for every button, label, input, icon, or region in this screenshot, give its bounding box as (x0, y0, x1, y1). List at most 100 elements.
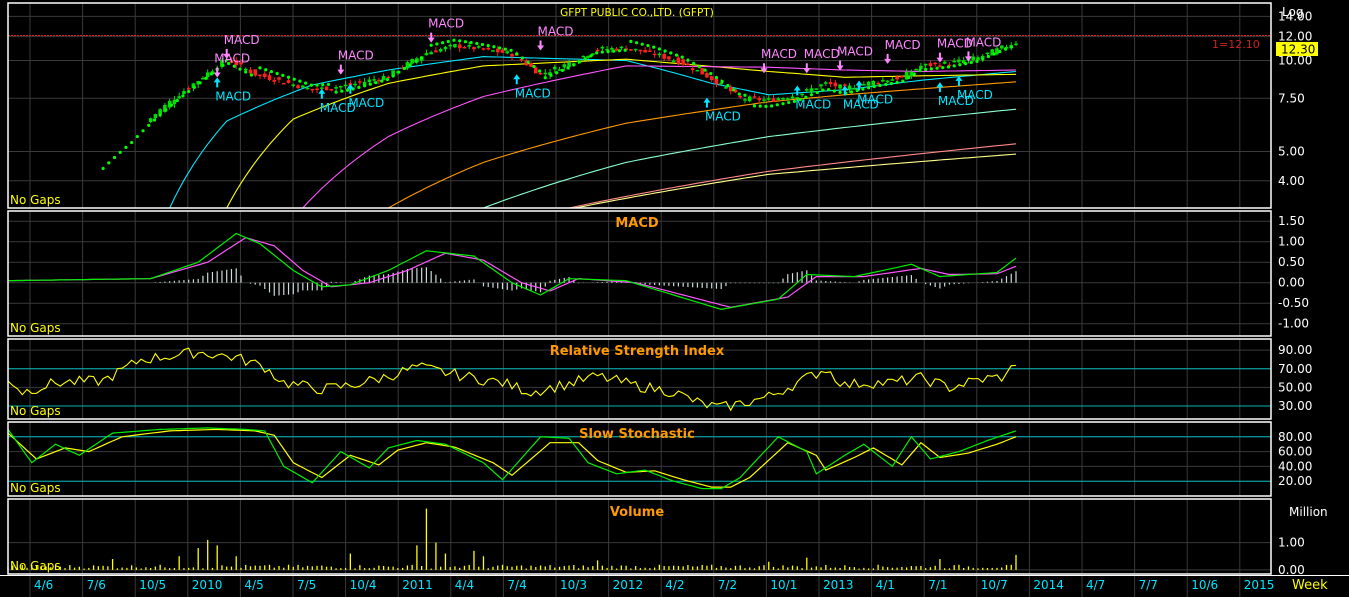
candle-body (510, 54, 514, 57)
sar-dot (889, 81, 894, 86)
date-tick-label: 7/6 (87, 578, 106, 592)
sar-dot (258, 66, 262, 70)
candle-body (538, 72, 543, 75)
candle-body (999, 45, 1004, 49)
sar-dot (391, 74, 395, 78)
sar-dot (244, 70, 248, 74)
candle-body (909, 71, 914, 77)
sar-dot (958, 63, 962, 67)
macd-sell-marker: MACD (760, 47, 797, 74)
sar-dot (192, 85, 196, 89)
y-tick-label: 80.00 (1278, 430, 1312, 444)
sar-dot (175, 98, 179, 103)
candle-body (690, 68, 695, 71)
sar-dot (486, 43, 490, 48)
down-arrow-icon (337, 64, 345, 75)
macd-buy-label: MACD (938, 94, 974, 108)
macd-buy-marker: MACD (841, 85, 879, 111)
candle-body (985, 52, 990, 55)
candle-body (838, 84, 842, 89)
candle-body (405, 62, 410, 69)
candle-body (766, 98, 771, 100)
candle-body (614, 48, 619, 51)
sar-dot (334, 90, 338, 94)
down-arrow-icon (213, 67, 221, 78)
sar-dot (981, 57, 985, 61)
y-tick-label: 70.00 (1278, 362, 1312, 376)
candle-body (557, 69, 562, 71)
candle-body (709, 76, 714, 81)
candle-body (957, 59, 961, 63)
panel-frames (0, 2, 1349, 576)
date-tick-label: 7/5 (297, 578, 316, 592)
moving-average-line (226, 58, 1017, 209)
sar-dot (787, 100, 791, 105)
sar-dot (804, 95, 808, 99)
candle-body (629, 49, 633, 51)
sar-dot (838, 90, 842, 94)
date-tick-label: 7/2 (718, 578, 737, 592)
candle-body (182, 91, 186, 94)
date-tick-label: 2010 (192, 578, 223, 592)
macd-sell-marker: MACD (964, 35, 1001, 62)
volume-panel-title: Volume (610, 505, 665, 520)
candle-body (462, 47, 467, 49)
y-tick-label: 50.00 (1278, 380, 1312, 394)
down-arrow-icon (537, 40, 545, 51)
sar-dot (646, 44, 650, 48)
candle-body (329, 88, 334, 91)
sar-dot (469, 41, 473, 45)
sar-dot (878, 83, 882, 88)
macd-panel-title: MACD (615, 216, 659, 231)
sar-dot (709, 72, 713, 76)
candle-body (529, 62, 533, 67)
macd-sell-marker: MACD (803, 47, 840, 74)
up-arrow-icon (793, 85, 801, 96)
candle-body (148, 118, 153, 123)
sar-dot (452, 38, 456, 42)
sar-dot (663, 49, 667, 53)
sar-dot (385, 77, 390, 82)
candle-body (747, 96, 752, 102)
candle-body (239, 62, 243, 65)
up-arrow-icon (318, 88, 326, 99)
candle-body (391, 70, 395, 76)
sar-dot (238, 67, 242, 71)
sar-dot (560, 68, 565, 72)
y-tick-label: 0.00 (1278, 563, 1305, 577)
candle-body (657, 53, 662, 56)
macd-buy-label: MACD (795, 97, 831, 111)
candle-body (386, 76, 391, 79)
sar-dot (264, 68, 268, 72)
candle-body (804, 89, 809, 91)
sar-dot (340, 89, 344, 93)
date-tick-label: 10/5 (139, 578, 166, 592)
candle-body (358, 81, 362, 83)
candle-body (610, 47, 614, 50)
macd-sell-label: MACD (761, 47, 797, 61)
moving-average-line (388, 81, 1017, 209)
macd-buy-label: MACD (320, 101, 356, 115)
candle-body (519, 59, 524, 61)
sar-dot (549, 73, 553, 77)
sar-dot (124, 145, 128, 149)
candle-body (443, 46, 448, 50)
sar-dot (414, 59, 418, 63)
candle-body (220, 60, 224, 67)
candle-body (524, 60, 529, 66)
sar-dot (275, 71, 279, 76)
sar-dot (935, 66, 939, 70)
candle-body (795, 97, 800, 99)
sar-dot (249, 73, 254, 77)
candle-body (852, 88, 857, 90)
candle-body (377, 79, 381, 82)
candle-body (600, 46, 605, 49)
up-arrow-icon (346, 83, 354, 94)
candle-body (638, 49, 643, 52)
sar-dot (492, 45, 496, 49)
candle-body (258, 74, 262, 77)
candle-body (400, 67, 405, 70)
macd-buy-label: MACD (843, 97, 879, 111)
sar-dot (929, 67, 933, 71)
moving-average-line (483, 108, 1017, 209)
